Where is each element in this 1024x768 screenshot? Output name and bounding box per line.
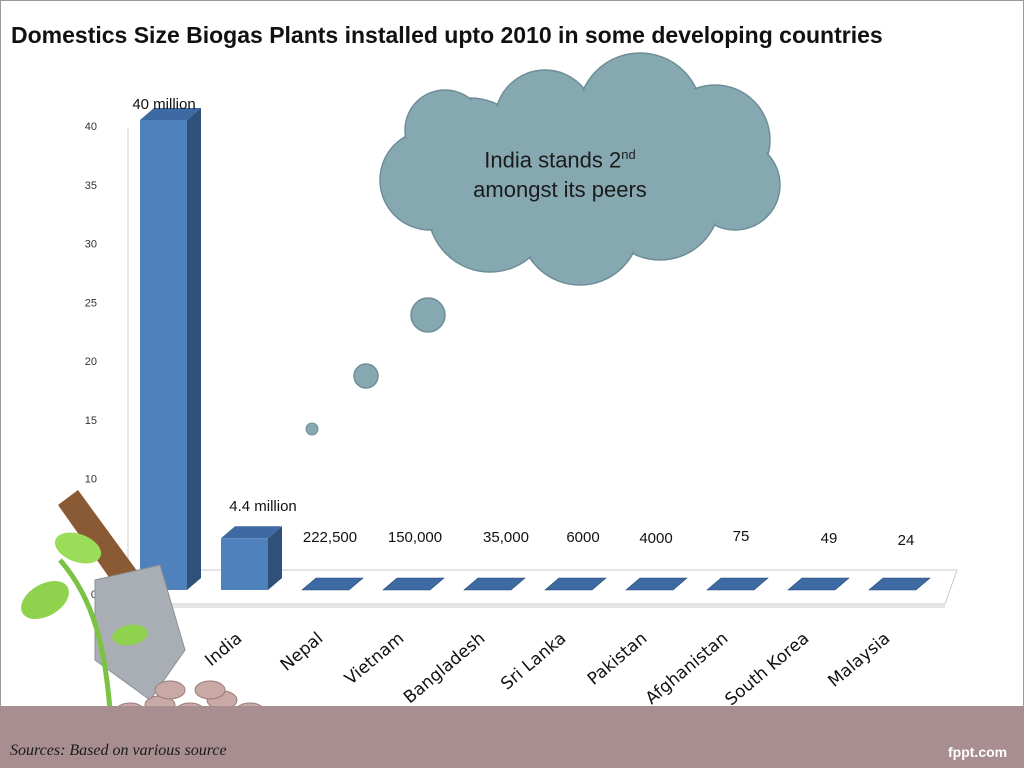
bar-top-india (221, 526, 282, 539)
footer-band (0, 706, 1024, 768)
chart-floor-edge (112, 604, 945, 608)
sprout-leaf-3 (112, 624, 148, 646)
sprout-leaf-1 (21, 581, 69, 619)
bar-side-china (187, 108, 201, 590)
y-tick-label-10: 10 (85, 474, 97, 486)
bar-top-china (140, 108, 201, 120)
y-tick-label-25: 25 (85, 297, 97, 309)
y-tick-label-0: 0 (91, 589, 97, 601)
x-tick-label-sri-lanka: Sri Lanka (497, 629, 570, 695)
data-label-bangladesh: 35,000 (483, 529, 529, 546)
bar-malaysia (868, 577, 931, 591)
data-label-sri-lanka: 6000 (566, 529, 599, 546)
bar-sri-lanka (544, 577, 607, 591)
x-tick-label-vietnam: Vietnam (341, 629, 408, 690)
y-tick-label-30: 30 (85, 239, 97, 251)
source-note: Sources: Based on various source (10, 742, 227, 759)
x-tick-label-nepal: Nepal (277, 629, 327, 676)
data-label-china: 40 million (132, 96, 195, 113)
y-tick-label-20: 20 (85, 356, 97, 368)
brand-logo: fppt.com (948, 744, 1008, 760)
data-label-afghanistan: 75 (733, 528, 750, 545)
cloud-fill-9 (407, 92, 483, 168)
data-label-nepal: 222,500 (303, 529, 357, 546)
y-tick-label-35: 35 (85, 180, 97, 192)
thought-bubble-medium (353, 363, 379, 389)
pebble-10 (154, 680, 186, 700)
bar-nepal (301, 577, 364, 591)
data-label-south-korea: 49 (821, 530, 838, 547)
shovel-handle (58, 490, 140, 590)
thought-bubble-large (410, 297, 446, 333)
bar-bangladesh (463, 577, 526, 591)
data-label-malaysia: 24 (898, 532, 915, 549)
callout-text: India stands 2nd amongst its peers (440, 140, 680, 205)
y-tick-label-40: 40 (85, 121, 97, 133)
thought-bubble-small (305, 422, 319, 436)
bar-india (221, 538, 268, 590)
data-label-vietnam: 150,000 (388, 529, 442, 546)
x-tick-label-malaysia: Malaysia (824, 629, 894, 692)
chart-title: Domestics Size Biogas Plants installed u… (11, 22, 883, 48)
sprout-leaf-2 (54, 532, 102, 564)
callout-superscript: nd (621, 147, 636, 162)
x-tick-label-bangladesh: Bangladesh (400, 629, 489, 708)
sprout-stem (58, 558, 113, 711)
pebble-11 (194, 680, 226, 700)
x-tick-label-india: India (201, 629, 246, 671)
bar-side-india (268, 526, 282, 590)
x-tick-label-pakistan: Pakistan (584, 629, 651, 690)
data-label-pakistan: 4000 (639, 530, 672, 547)
bar-pakistan (625, 577, 688, 591)
y-tick-label-15: 15 (85, 415, 97, 427)
callout-line1: India stands 2 (484, 147, 622, 173)
cloud-fill-11 (572, 97, 708, 233)
bar-vietnam (382, 577, 445, 591)
data-label-india: 4.4 million (229, 498, 297, 515)
bar-afghanistan (706, 577, 769, 591)
bar-south-korea (787, 577, 850, 591)
x-tick-label-south-korea: South Korea (721, 629, 813, 711)
x-tick-label-afghanistan: Afghanistan (642, 629, 732, 709)
bar-china (140, 120, 187, 590)
callout-line2: amongst its peers (473, 177, 647, 203)
